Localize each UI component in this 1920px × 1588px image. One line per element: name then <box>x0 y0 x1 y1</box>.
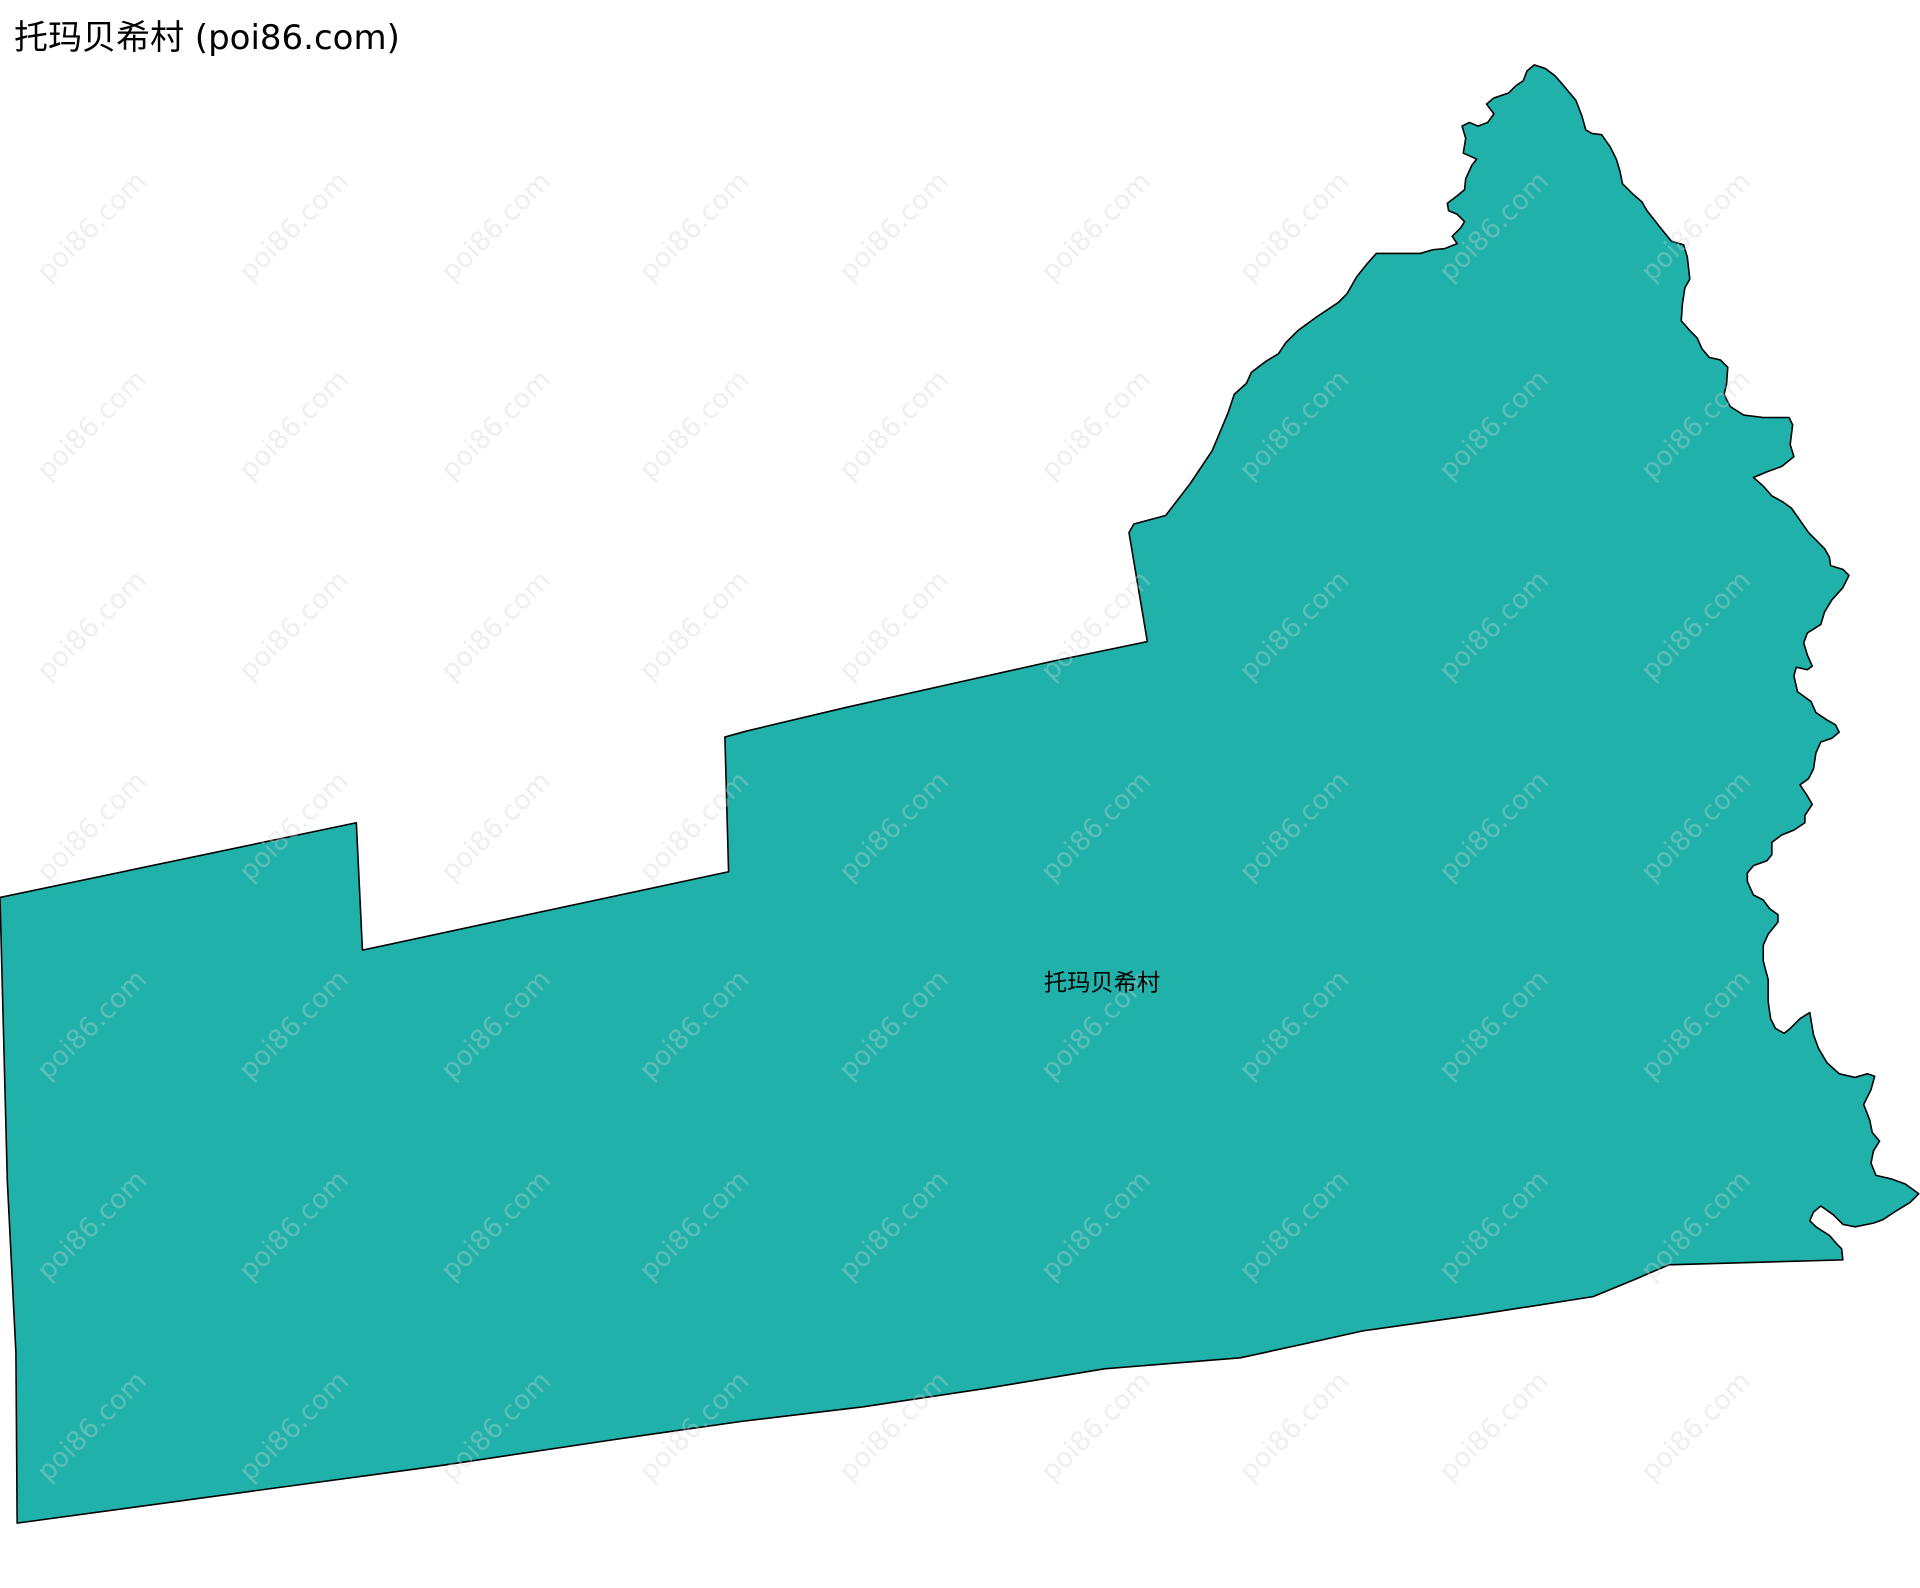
watermark-text: poi86.com <box>233 364 355 486</box>
watermark-text: poi86.com <box>833 166 955 288</box>
watermark-text: poi86.com <box>435 166 557 288</box>
watermark-text: poi86.com <box>1233 166 1355 288</box>
watermark-text: poi86.com <box>435 766 557 888</box>
watermark-text: poi86.com <box>833 565 955 687</box>
watermark-text: poi86.com <box>435 565 557 687</box>
watermark-text: poi86.com <box>1433 1366 1555 1488</box>
watermark-text: poi86.com <box>1035 1366 1157 1488</box>
watermark-text: poi86.com <box>833 364 955 486</box>
watermark-text: poi86.com <box>633 565 755 687</box>
watermark-text: poi86.com <box>31 364 153 486</box>
watermark-text: poi86.com <box>233 166 355 288</box>
page-title: 托玛贝希村 (poi86.com) <box>14 18 400 58</box>
watermark-text: poi86.com <box>31 166 153 288</box>
watermark-text: poi86.com <box>1035 166 1157 288</box>
region-label: 托玛贝希村 <box>1044 970 1160 997</box>
watermark-text: poi86.com <box>1233 1366 1355 1488</box>
watermark-text: poi86.com <box>435 364 557 486</box>
watermark-text: poi86.com <box>633 166 755 288</box>
watermark-text: poi86.com <box>233 565 355 687</box>
watermark-text: poi86.com <box>1635 1366 1757 1488</box>
watermark-text: poi86.com <box>31 565 153 687</box>
watermark-text: poi86.com <box>1035 364 1157 486</box>
village-boundary[interactable] <box>0 64 1920 1524</box>
watermark-text: poi86.com <box>633 364 755 486</box>
